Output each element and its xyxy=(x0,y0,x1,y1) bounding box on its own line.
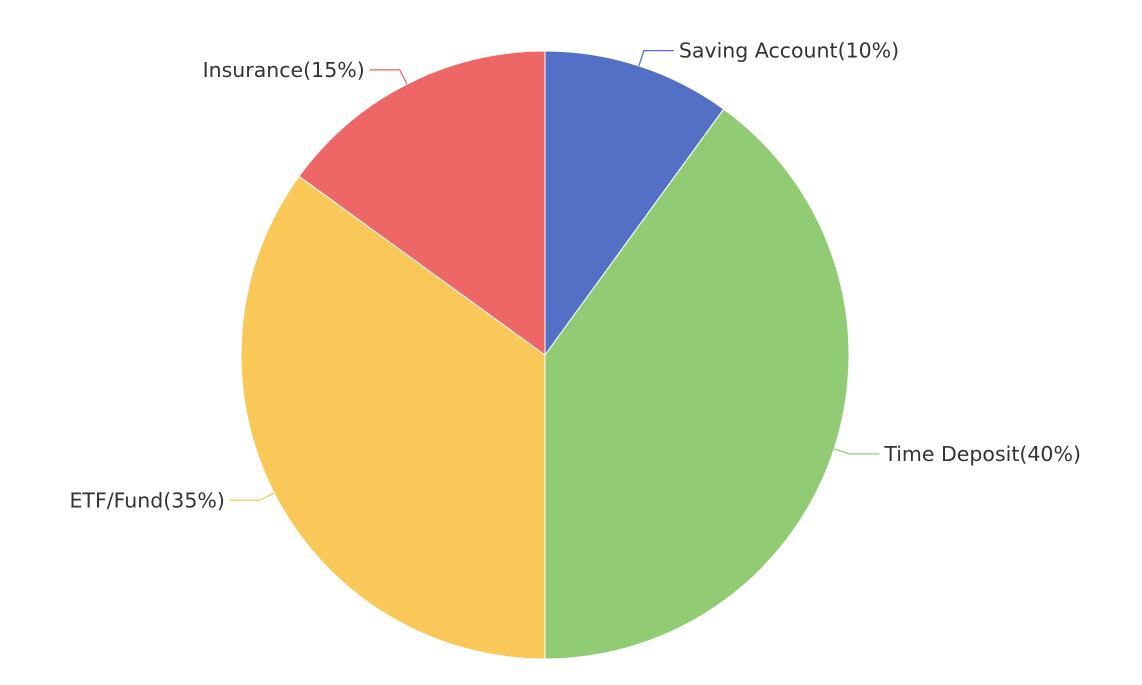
leader-line-etf-fund xyxy=(229,492,275,501)
slice-label-etf-fund: ETF/Fund(35%) xyxy=(69,488,224,512)
pie-labels: Saving Account(10%) Time Deposit(40%) ETF/… xyxy=(69,39,1080,513)
leader-line-insurance xyxy=(369,69,408,85)
slice-label-time-deposit: Time Deposit(40%) xyxy=(883,442,1081,466)
pie-leader-lines xyxy=(229,50,880,501)
slice-label-insurance: Insurance(15%) xyxy=(203,58,365,82)
leader-line-time-deposit xyxy=(833,448,880,455)
pie-slice-insurance[interactable] xyxy=(298,50,546,356)
leader-line-saving-account xyxy=(638,50,674,67)
pie-slices xyxy=(240,50,850,660)
pie-slice-etf-fund[interactable] xyxy=(240,175,546,660)
pie-slice-time-deposit[interactable] xyxy=(544,108,850,660)
slice-label-saving-account: Saving Account(10%) xyxy=(679,39,899,63)
